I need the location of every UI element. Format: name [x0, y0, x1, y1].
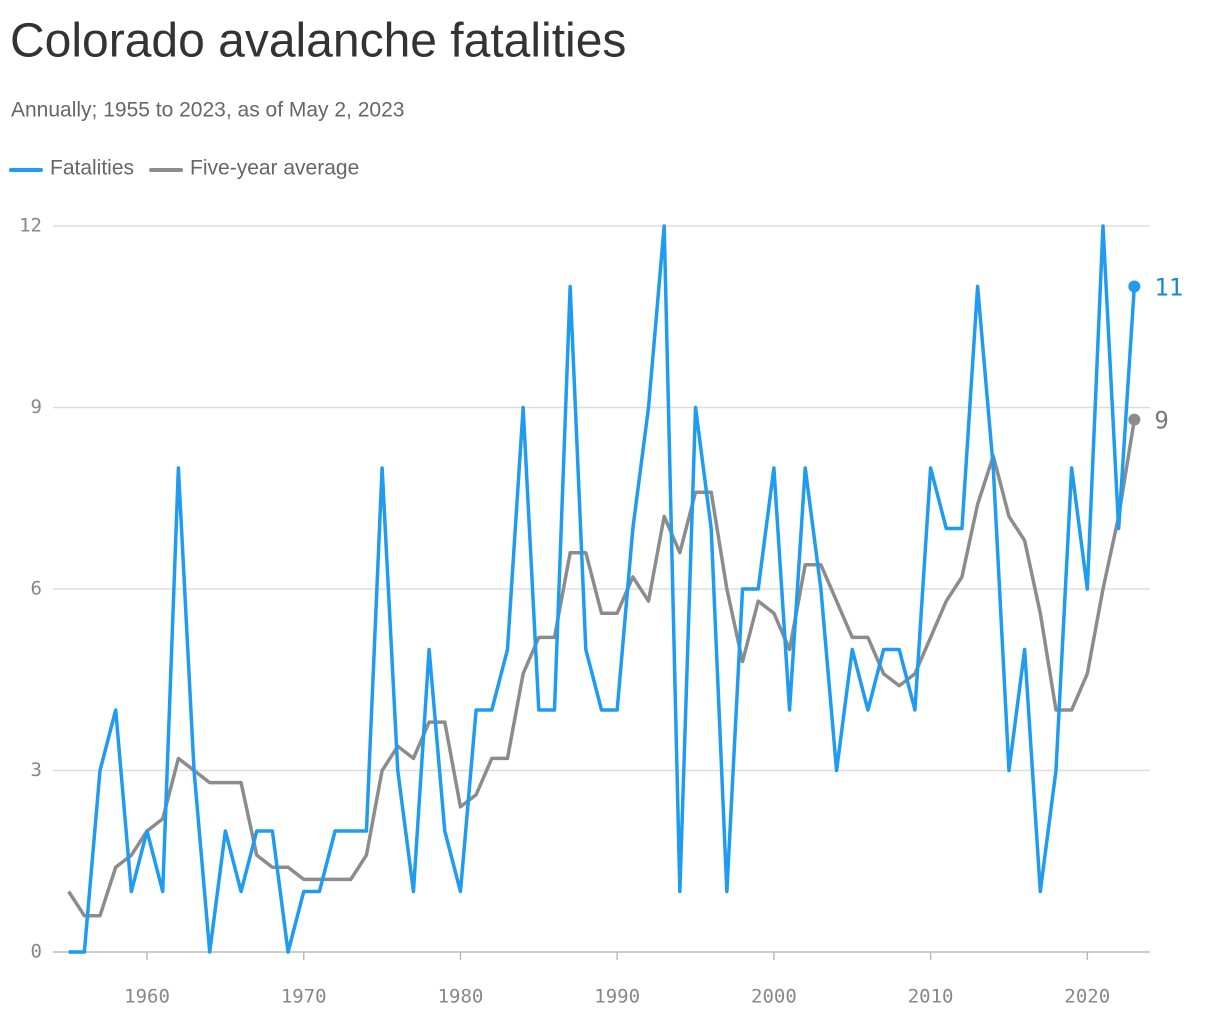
chart-title: Colorado avalanche fatalities [10, 15, 626, 68]
end-label: 11 [1154, 274, 1183, 302]
x-tick-label: 1990 [594, 986, 640, 1008]
y-tick-label: 12 [19, 215, 42, 237]
y-tick-label: 0 [31, 941, 42, 963]
x-tick-label: 1970 [281, 986, 327, 1008]
series-line [68, 224, 1137, 954]
series-line [67, 419, 1137, 918]
x-tick-label: 1960 [124, 986, 170, 1008]
end-label: 9 [1154, 407, 1168, 435]
x-tick-label: 2010 [908, 986, 954, 1008]
x-tick-label: 1980 [438, 986, 484, 1008]
legend-label: Five-year average [190, 157, 359, 180]
x-tick-label: 2000 [751, 986, 797, 1008]
y-tick-label: 6 [31, 578, 42, 600]
plot-area: 0 3 6 9 12 1960 1970 1980 1990 2000 2010 2020 9 11 [19, 215, 1183, 1008]
end-point [1128, 413, 1141, 426]
legend: Fatalities Five-year average [9, 157, 359, 180]
y-tick-label: 3 [31, 759, 42, 781]
y-tick-label: 9 [31, 396, 42, 418]
legend-label: Fatalities [50, 157, 134, 180]
chart-subtitle: Annually; 1955 to 2023, as of May 2, 202… [11, 99, 404, 122]
end-point [1128, 280, 1141, 293]
x-tick-label: 2020 [1064, 986, 1110, 1008]
